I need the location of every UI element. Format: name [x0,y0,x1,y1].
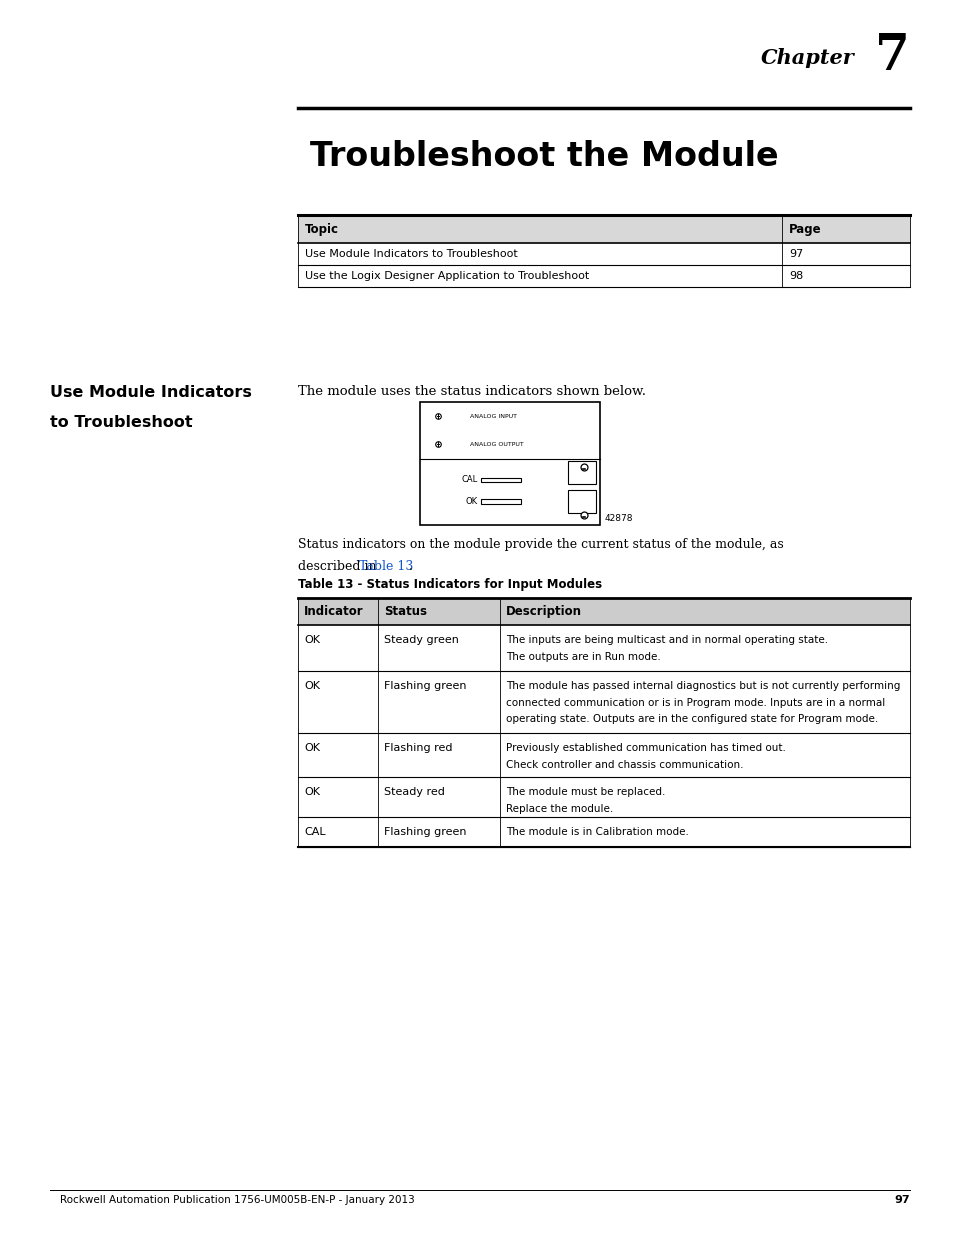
Text: Status: Status [384,605,427,618]
Text: Rockwell Automation Publication 1756-UM005B-EN-P - January 2013: Rockwell Automation Publication 1756-UM0… [60,1195,415,1205]
Text: OK: OK [304,743,319,753]
Text: connected communication or is in Program mode. Inputs are in a normal: connected communication or is in Program… [505,698,884,708]
Text: to Troubleshoot: to Troubleshoot [50,415,193,430]
Text: Flashing red: Flashing red [384,743,452,753]
Bar [480,478,520,483]
Text: OK: OK [304,635,319,645]
Text: The module is in Calibration mode.: The module is in Calibration mode. [505,827,688,837]
Text: Troubleshoot the Module: Troubleshoot the Module [310,140,778,173]
Text: The module must be replaced.: The module must be replaced. [505,787,664,797]
Text: Flashing green: Flashing green [384,680,466,692]
Bar [567,461,596,484]
Bar [297,215,909,243]
Text: CAL: CAL [304,827,325,837]
Text: Indicator: Indicator [304,605,363,618]
Text: The outputs are in Run mode.: The outputs are in Run mode. [505,652,660,662]
Text: 97: 97 [894,1195,909,1205]
Text: Topic: Topic [305,222,338,236]
Text: Use the Logix Designer Application to Troubleshoot: Use the Logix Designer Application to Tr… [305,270,589,282]
Text: 98: 98 [788,270,802,282]
Text: OK: OK [304,787,319,797]
Text: Description: Description [505,605,581,618]
Text: operating state. Outputs are in the configured state for Program mode.: operating state. Outputs are in the conf… [505,714,878,724]
Bar [419,403,599,525]
Text: .: . [409,559,413,573]
Text: Flashing green: Flashing green [384,827,466,837]
Text: Use Module Indicators: Use Module Indicators [50,385,252,400]
Bar [297,598,909,625]
Text: OK: OK [304,680,319,692]
Text: CAL: CAL [461,475,477,484]
Text: Table 13: Table 13 [358,559,413,573]
Text: The module has passed internal diagnostics but is not currently performing: The module has passed internal diagnosti… [505,680,900,692]
Text: ANALOG OUTPUT: ANALOG OUTPUT [470,442,523,447]
Text: Previously established communication has timed out.: Previously established communication has… [505,743,785,753]
Text: 7: 7 [874,32,909,82]
Text: Steady red: Steady red [384,787,444,797]
Text: 97: 97 [788,249,802,259]
Text: The inputs are being multicast and in normal operating state.: The inputs are being multicast and in no… [505,635,827,645]
Bar [480,499,520,504]
Text: Chapter: Chapter [760,48,854,68]
Text: ANALOG INPUT: ANALOG INPUT [470,414,517,419]
Text: 42878: 42878 [604,514,633,522]
Text: The module uses the status indicators shown below.: The module uses the status indicators sh… [297,385,645,398]
Bar [567,490,596,513]
Text: Page: Page [788,222,821,236]
Text: Check controller and chassis communication.: Check controller and chassis communicati… [505,760,742,769]
Text: Use Module Indicators to Troubleshoot: Use Module Indicators to Troubleshoot [305,249,517,259]
Text: OK: OK [465,498,477,506]
Text: described in: described in [297,559,380,573]
Text: Replace the module.: Replace the module. [505,804,613,814]
Text: Status indicators on the module provide the current status of the module, as: Status indicators on the module provide … [297,538,783,551]
Text: Table 13 - Status Indicators for Input Modules: Table 13 - Status Indicators for Input M… [297,578,601,592]
Text: Steady green: Steady green [384,635,458,645]
